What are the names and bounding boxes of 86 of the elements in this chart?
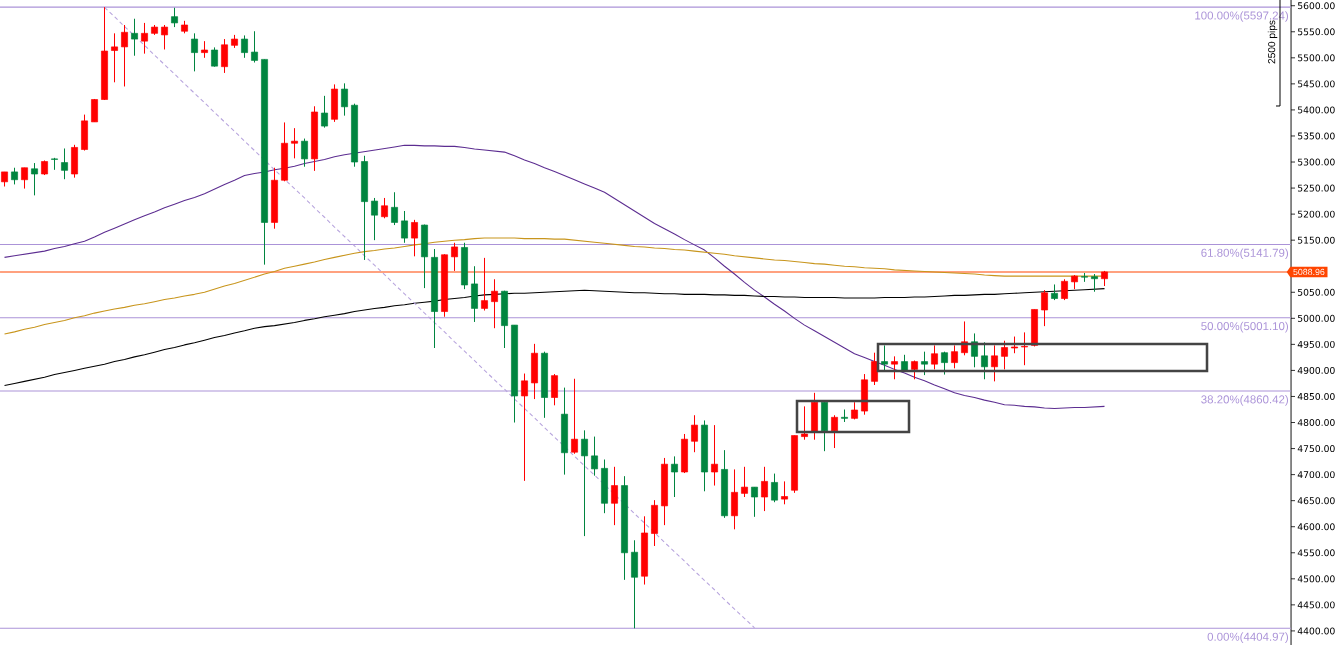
y-tick-label: 5000.00 — [1297, 314, 1335, 322]
candlestick — [581, 429, 588, 537]
candlestick — [211, 46, 218, 68]
candlestick — [451, 242, 458, 272]
candlestick — [871, 352, 878, 386]
candlestick — [591, 436, 598, 477]
candlestick — [891, 355, 898, 380]
candlestick — [771, 473, 778, 503]
y-tick-label: 4400.00 — [1297, 627, 1335, 635]
candlestick — [971, 332, 978, 368]
candlestick — [21, 167, 28, 190]
candlestick — [1061, 278, 1068, 301]
candlestick — [291, 127, 298, 159]
candlestick — [1041, 289, 1048, 327]
candlestick — [761, 466, 768, 512]
y-tick-label: 4700.00 — [1297, 471, 1335, 479]
y-tick-label: 5500.00 — [1297, 54, 1335, 62]
candlestick — [171, 7, 178, 28]
candlestick — [161, 24, 168, 50]
candlestick — [1001, 340, 1008, 370]
y-tick-label: 4450.00 — [1297, 601, 1335, 609]
y-tick-label: 5600.00 — [1297, 2, 1335, 10]
candlestick — [131, 18, 138, 57]
y-tick-label: 4900.00 — [1297, 366, 1335, 374]
candlestick — [951, 344, 958, 369]
candlestick — [491, 278, 498, 329]
ref-line-label: 61.80%(5141.79) — [1201, 248, 1289, 260]
candlestick — [781, 480, 788, 505]
y-tick-label: 5400.00 — [1297, 106, 1335, 114]
ref-line-label: 50.00%(5001.10) — [1201, 321, 1289, 333]
y-tick-label: 4500.00 — [1297, 575, 1335, 583]
candlestick — [801, 405, 808, 441]
y-tick-label: 4600.00 — [1297, 523, 1335, 531]
candlestick — [931, 344, 938, 370]
candlestick — [1021, 331, 1028, 366]
candlestick — [921, 351, 928, 376]
candlestick — [551, 373, 558, 406]
y-tick-label: 5300.00 — [1297, 158, 1335, 166]
y-tick-label: 5350.00 — [1297, 132, 1335, 140]
text: 5088.96 — [1293, 268, 1325, 276]
candlestick — [751, 486, 758, 518]
candlestick — [241, 34, 248, 59]
candlestick — [141, 22, 148, 55]
candlestick — [571, 378, 578, 455]
y-tick-label: 5550.00 — [1297, 28, 1335, 36]
ref-line-label: 0.00%(4404.97) — [1207, 632, 1289, 643]
candlestick — [31, 162, 38, 196]
candlestick — [321, 95, 328, 129]
ref-line-label: 38.20%(4860.42) — [1201, 395, 1289, 406]
y-tick-label: 4550.00 — [1297, 549, 1335, 557]
candlestick — [831, 414, 838, 449]
y-tick-label: 5150.00 — [1297, 236, 1335, 244]
candlestick — [381, 197, 388, 219]
candlestick — [521, 373, 528, 482]
y-tick-label: 5450.00 — [1297, 80, 1335, 88]
y-tick-label: 5050.00 — [1297, 288, 1335, 296]
candlestick — [411, 219, 418, 257]
candlestick — [251, 30, 258, 64]
candlestick — [121, 24, 128, 87]
candlestick — [391, 191, 398, 226]
candlestick — [711, 424, 718, 487]
candlestick — [221, 38, 228, 74]
y-tick-label: 4850.00 — [1297, 392, 1335, 400]
y-tick-label: 5250.00 — [1297, 184, 1335, 192]
candlestick — [981, 341, 988, 380]
candlestick — [881, 344, 888, 371]
candlestick — [111, 32, 118, 83]
candlestick — [731, 468, 738, 530]
y-tick-label: 4800.00 — [1297, 419, 1335, 426]
candlestick — [191, 32, 198, 72]
text: 2500 pips — [1267, 20, 1278, 64]
candlestick — [341, 82, 348, 117]
y-tick-label: 4750.00 — [1297, 445, 1335, 453]
candlestick — [691, 414, 698, 453]
candlestick — [401, 210, 408, 244]
candlestick — [611, 466, 618, 526]
candlestick — [371, 197, 378, 241]
candlestick — [61, 147, 68, 180]
candlestick — [301, 138, 308, 168]
y-tick-label: 4950.00 — [1297, 340, 1335, 348]
candlestick — [991, 344, 998, 382]
candlestick — [671, 455, 678, 498]
candlestick — [481, 257, 488, 311]
candlestick — [741, 466, 748, 498]
y-tick-label: 4650.00 — [1297, 497, 1335, 505]
y-tick-label: 5200.00 — [1297, 210, 1335, 218]
